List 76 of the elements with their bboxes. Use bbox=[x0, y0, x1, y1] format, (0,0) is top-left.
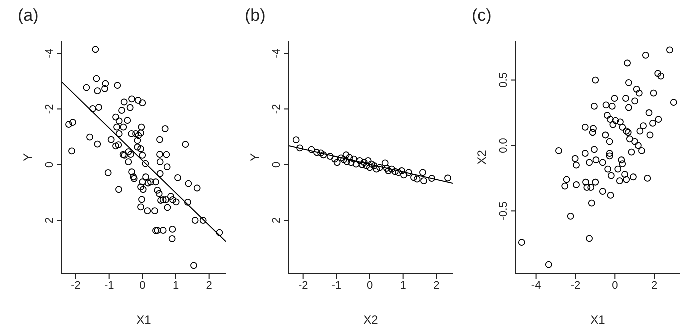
y-axis-title: Y bbox=[21, 153, 35, 162]
x-tick-label: -1 bbox=[332, 280, 342, 292]
x-tick-label: -2 bbox=[298, 280, 308, 292]
point bbox=[392, 168, 399, 176]
point bbox=[420, 169, 426, 176]
point bbox=[346, 154, 354, 162]
point bbox=[400, 172, 408, 179]
x-tick-label: 0 bbox=[140, 280, 146, 292]
point bbox=[352, 160, 360, 168]
y-axis-title: Y bbox=[248, 153, 262, 162]
x-tick-label: 0 bbox=[612, 280, 618, 292]
point bbox=[334, 159, 341, 166]
point bbox=[348, 159, 355, 166]
x-tick-label: 2 bbox=[434, 280, 440, 292]
point bbox=[344, 158, 350, 166]
point bbox=[360, 159, 368, 166]
y-tick-label: -0.5 bbox=[498, 202, 510, 221]
y-tick-label: 2 bbox=[271, 217, 283, 224]
chart-title: (c) bbox=[472, 6, 492, 26]
point bbox=[388, 166, 396, 173]
point bbox=[366, 164, 374, 172]
y-tick-label: -4 bbox=[271, 48, 283, 58]
point bbox=[376, 164, 384, 172]
point bbox=[414, 176, 421, 183]
x-axis-title: X1 bbox=[136, 313, 152, 327]
x-tick-label: 1 bbox=[172, 280, 180, 292]
x-tick-label: 2 bbox=[652, 280, 658, 292]
x-tick-label: 2 bbox=[206, 280, 212, 292]
point bbox=[342, 152, 350, 159]
x-tick-label: 1 bbox=[400, 280, 406, 292]
point bbox=[373, 166, 380, 173]
point bbox=[406, 169, 412, 176]
point bbox=[395, 169, 402, 176]
point bbox=[314, 149, 320, 156]
chart-title: (a) bbox=[18, 6, 39, 26]
point bbox=[358, 161, 366, 168]
y-tick-label: 0.5 bbox=[498, 72, 510, 88]
x-axis-title: X2 bbox=[364, 313, 379, 327]
y-tick-label: -4 bbox=[44, 48, 56, 58]
y-tick-label: -2 bbox=[44, 104, 56, 114]
x-tick-label: 0 bbox=[366, 280, 374, 292]
point bbox=[338, 154, 345, 162]
point bbox=[296, 144, 304, 152]
x-tick-label: -4 bbox=[531, 280, 542, 292]
point bbox=[428, 175, 436, 182]
point bbox=[340, 156, 348, 164]
point bbox=[308, 146, 316, 154]
y-tick-label: -2 bbox=[271, 104, 283, 114]
x-tick-label: -2 bbox=[570, 280, 581, 292]
x-tick-label: -2 bbox=[71, 280, 81, 292]
point bbox=[410, 174, 418, 182]
point bbox=[370, 162, 378, 170]
y-axis-title: X2 bbox=[475, 150, 489, 165]
point bbox=[350, 156, 358, 163]
point bbox=[364, 158, 372, 164]
point bbox=[382, 160, 389, 167]
y-tick-label: 0.0 bbox=[498, 138, 510, 154]
point bbox=[385, 168, 392, 174]
y-tick-label: 0 bbox=[44, 162, 56, 168]
point bbox=[444, 174, 452, 182]
point bbox=[356, 158, 364, 164]
x-tick-label: -1 bbox=[104, 280, 114, 292]
point bbox=[420, 178, 428, 184]
chart-title: (b) bbox=[245, 6, 266, 26]
point bbox=[332, 156, 338, 163]
point bbox=[368, 160, 376, 168]
point bbox=[320, 152, 328, 159]
point bbox=[363, 162, 370, 170]
y-tick-label: 0 bbox=[271, 162, 283, 168]
point bbox=[398, 168, 406, 174]
point bbox=[318, 150, 324, 157]
point bbox=[384, 165, 390, 172]
point bbox=[326, 153, 334, 160]
point bbox=[292, 136, 300, 144]
y-tick-label: 2 bbox=[44, 217, 56, 224]
x-axis-title: X1 bbox=[590, 313, 606, 327]
